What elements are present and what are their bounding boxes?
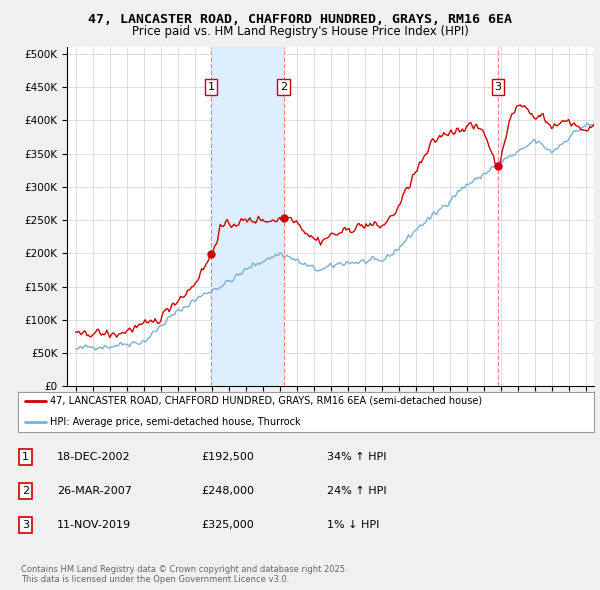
Text: £325,000: £325,000	[201, 520, 254, 530]
Text: 1% ↓ HPI: 1% ↓ HPI	[327, 520, 379, 530]
Text: Price paid vs. HM Land Registry's House Price Index (HPI): Price paid vs. HM Land Registry's House …	[131, 25, 469, 38]
Text: 1: 1	[208, 82, 214, 92]
Text: 26-MAR-2007: 26-MAR-2007	[57, 486, 132, 496]
Bar	[211, 47, 284, 386]
Text: HPI: Average price, semi-detached house, Thurrock: HPI: Average price, semi-detached house,…	[50, 417, 301, 427]
Text: 1: 1	[22, 453, 29, 462]
Text: £248,000: £248,000	[201, 486, 254, 496]
Text: 34% ↑ HPI: 34% ↑ HPI	[327, 453, 386, 462]
Text: 47, LANCASTER ROAD, CHAFFORD HUNDRED, GRAYS, RM16 6EA (semi-detached house): 47, LANCASTER ROAD, CHAFFORD HUNDRED, GR…	[50, 396, 482, 406]
Text: 24% ↑ HPI: 24% ↑ HPI	[327, 486, 386, 496]
Text: £192,500: £192,500	[201, 453, 254, 462]
Text: 47, LANCASTER ROAD, CHAFFORD HUNDRED, GRAYS, RM16 6EA: 47, LANCASTER ROAD, CHAFFORD HUNDRED, GR…	[88, 13, 512, 26]
Text: Contains HM Land Registry data © Crown copyright and database right 2025.
This d: Contains HM Land Registry data © Crown c…	[21, 565, 347, 584]
Text: 2: 2	[280, 82, 287, 92]
Text: 3: 3	[494, 82, 502, 92]
Text: 11-NOV-2019: 11-NOV-2019	[57, 520, 131, 530]
Text: 18-DEC-2002: 18-DEC-2002	[57, 453, 131, 462]
Text: 3: 3	[22, 520, 29, 530]
Text: 2: 2	[22, 486, 29, 496]
